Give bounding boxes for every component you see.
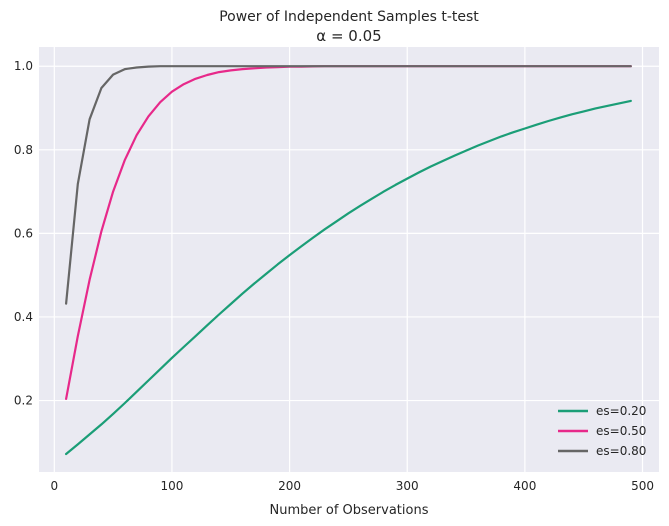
y-tick-label: 1.0 (14, 59, 33, 73)
y-tick-labels: 0.2 0.4 0.6 0.8 1.0 (14, 59, 33, 407)
series-line-3 (64, 65, 632, 305)
x-tick-label: 300 (396, 479, 419, 493)
x-tick-label: 100 (160, 479, 183, 493)
series-group (64, 65, 632, 456)
y-tick-label: 0.2 (14, 394, 33, 408)
x-tick-label: 0 (50, 479, 58, 493)
series-line-1 (64, 99, 632, 456)
chart-subtitle: α = 0.05 (316, 27, 381, 45)
y-tick-label: 0.6 (14, 226, 33, 240)
plot-area (39, 47, 659, 472)
legend-label-3: es=0.80 (596, 444, 646, 458)
legend-label-1: es=0.20 (596, 404, 646, 418)
legend: es=0.20 es=0.50 es=0.80 (558, 404, 646, 458)
x-tick-label: 500 (631, 479, 654, 493)
y-tick-label: 0.4 (14, 310, 33, 324)
x-tick-label: 400 (513, 479, 536, 493)
x-axis-label: Number of Observations (270, 503, 429, 518)
x-tick-labels: 0 100 200 300 400 500 (50, 479, 654, 493)
y-tick-label: 0.8 (14, 143, 33, 157)
chart-title: Power of Independent Samples t-test (219, 9, 479, 25)
legend-label-2: es=0.50 (596, 424, 646, 438)
x-tick-label: 200 (278, 479, 301, 493)
